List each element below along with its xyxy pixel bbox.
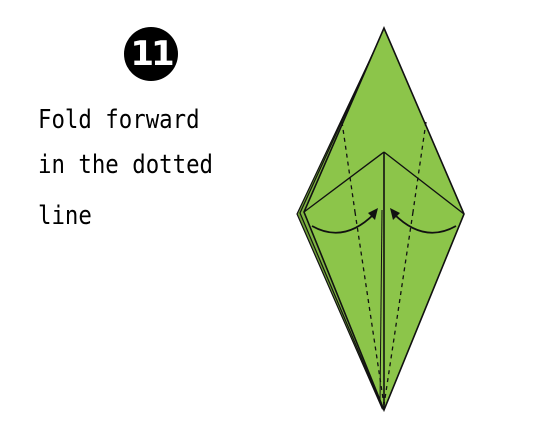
fold-arrow-right — [393, 213, 457, 234]
fold-arrow-left-head — [368, 208, 378, 220]
flap-left-edge — [303, 151, 385, 213]
step-number-badge: 11 — [124, 27, 178, 81]
dotted-fold-line-left-upper — [341, 121, 356, 213]
instruction-line-3: line — [38, 201, 92, 231]
fold-arrow-left — [311, 213, 375, 234]
dotted-fold-line-right-upper — [412, 121, 427, 213]
center-crease-shadow — [379, 209, 383, 405]
dotted-fold-line-left-lower — [354, 211, 385, 406]
instruction-line-2: in the dotted — [38, 150, 214, 180]
dotted-fold-line-right-lower — [383, 211, 414, 406]
flap-right-edge — [383, 151, 465, 215]
instruction-line-1: Fold forward — [38, 105, 200, 135]
fold-arrow-right-head — [390, 208, 400, 220]
